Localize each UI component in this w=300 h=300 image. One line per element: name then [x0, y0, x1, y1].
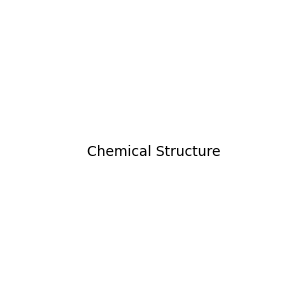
Text: Chemical Structure: Chemical Structure: [87, 145, 220, 158]
